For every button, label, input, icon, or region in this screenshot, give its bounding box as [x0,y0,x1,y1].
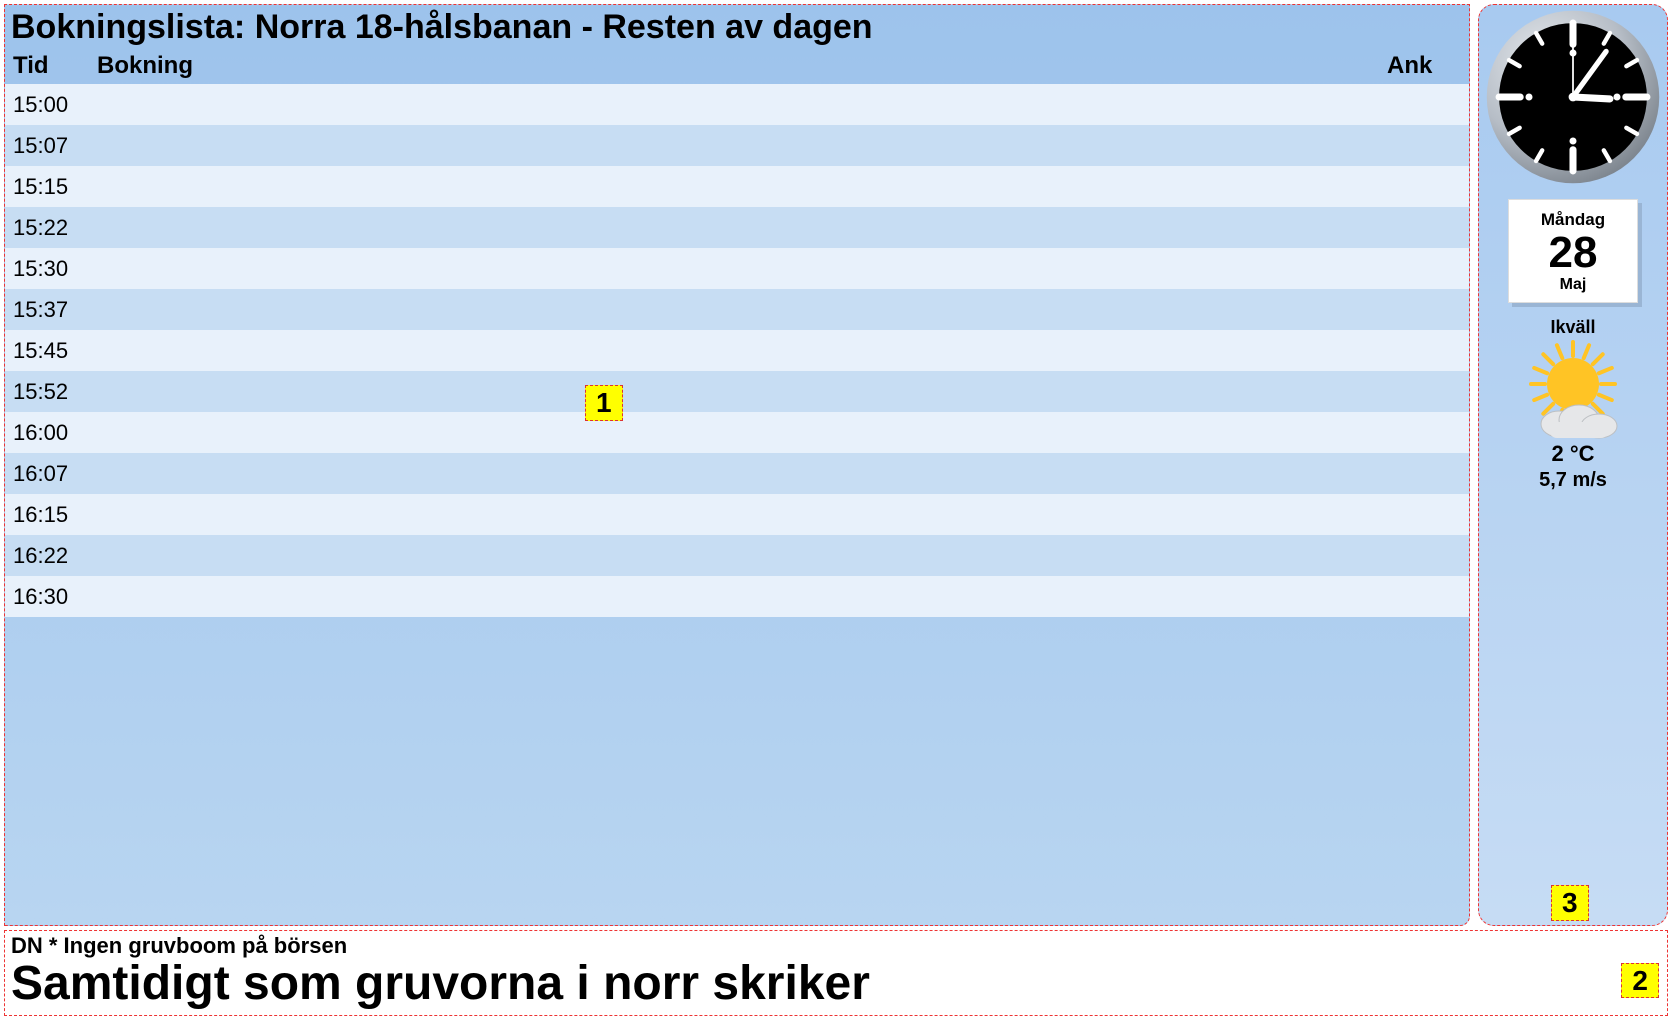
weather-title: Ikväll [1550,317,1595,338]
calendar-day-number: 28 [1513,230,1633,276]
partly-cloudy-icon [1513,338,1633,443]
annotation-marker-3: 3 [1551,885,1589,921]
table-row[interactable]: 16:15 [5,494,1469,535]
calendar-month: Maj [1513,276,1633,294]
annotation-marker-1: 1 [585,385,623,421]
cell-tid: 15:22 [11,215,89,241]
annotation-marker-2: 2 [1621,963,1659,999]
side-panel: Måndag 28 Maj Ikväll [1478,4,1668,926]
calendar-day-name: Måndag [1513,210,1633,230]
table-row[interactable]: 15:00 [5,84,1469,125]
clock-icon [1485,9,1661,185]
cell-tid: 15:52 [11,379,89,405]
cell-tid: 16:00 [11,420,89,446]
cell-tid: 15:45 [11,338,89,364]
table-row[interactable]: 15:15 [5,166,1469,207]
table-header: Tid Bokning Ank [5,52,1469,84]
table-row[interactable]: 15:22 [5,207,1469,248]
table-row[interactable]: 16:00 [5,412,1469,453]
table-row[interactable]: 16:07 [5,453,1469,494]
table-row[interactable]: 15:30 [5,248,1469,289]
table-row[interactable]: 15:37 [5,289,1469,330]
table-row[interactable]: 15:07 [5,125,1469,166]
table-body: 15:00 15:07 15:15 15:22 15:30 15:37 15:45 15:52… [5,84,1469,924]
weather-wind: 5,7 m/s [1539,469,1607,492]
cell-tid: 15:15 [11,174,89,200]
weather-widget: Ikväll 2 °C 5,7 m/s [1513,317,1633,492]
col-header-ank: Ank [1383,52,1463,80]
cell-tid: 15:37 [11,297,89,323]
table-row[interactable]: 16:30 [5,576,1469,617]
analog-clock [1485,9,1661,185]
table-row[interactable]: 15:52 [5,371,1469,412]
col-header-bokning: Bokning [89,52,1383,80]
cell-tid: 16:15 [11,502,89,528]
weather-temperature: 2 °C [1551,441,1594,467]
col-header-tid: Tid [11,52,89,80]
booking-panel: Bokningslista: Norra 18-hålsbanan - Rest… [4,4,1470,926]
cell-tid: 16:07 [11,461,89,487]
table-row[interactable]: 15:45 [5,330,1469,371]
cell-tid: 16:22 [11,543,89,569]
calendar-widget: Måndag 28 Maj [1508,199,1638,303]
cell-tid: 15:00 [11,92,89,118]
cell-tid: 15:07 [11,133,89,159]
ticker-subtitle: DN * Ingen gruvboom på börsen [11,933,1661,959]
news-ticker: DN * Ingen gruvboom på börsen Samtidigt … [4,930,1668,1016]
table-row[interactable]: 16:22 [5,535,1469,576]
cell-tid: 16:30 [11,584,89,610]
page-title: Bokningslista: Norra 18-hålsbanan - Rest… [5,5,1469,52]
ticker-headline: Samtidigt som gruvorna i norr skriker [11,959,1661,1009]
cell-tid: 15:30 [11,256,89,282]
